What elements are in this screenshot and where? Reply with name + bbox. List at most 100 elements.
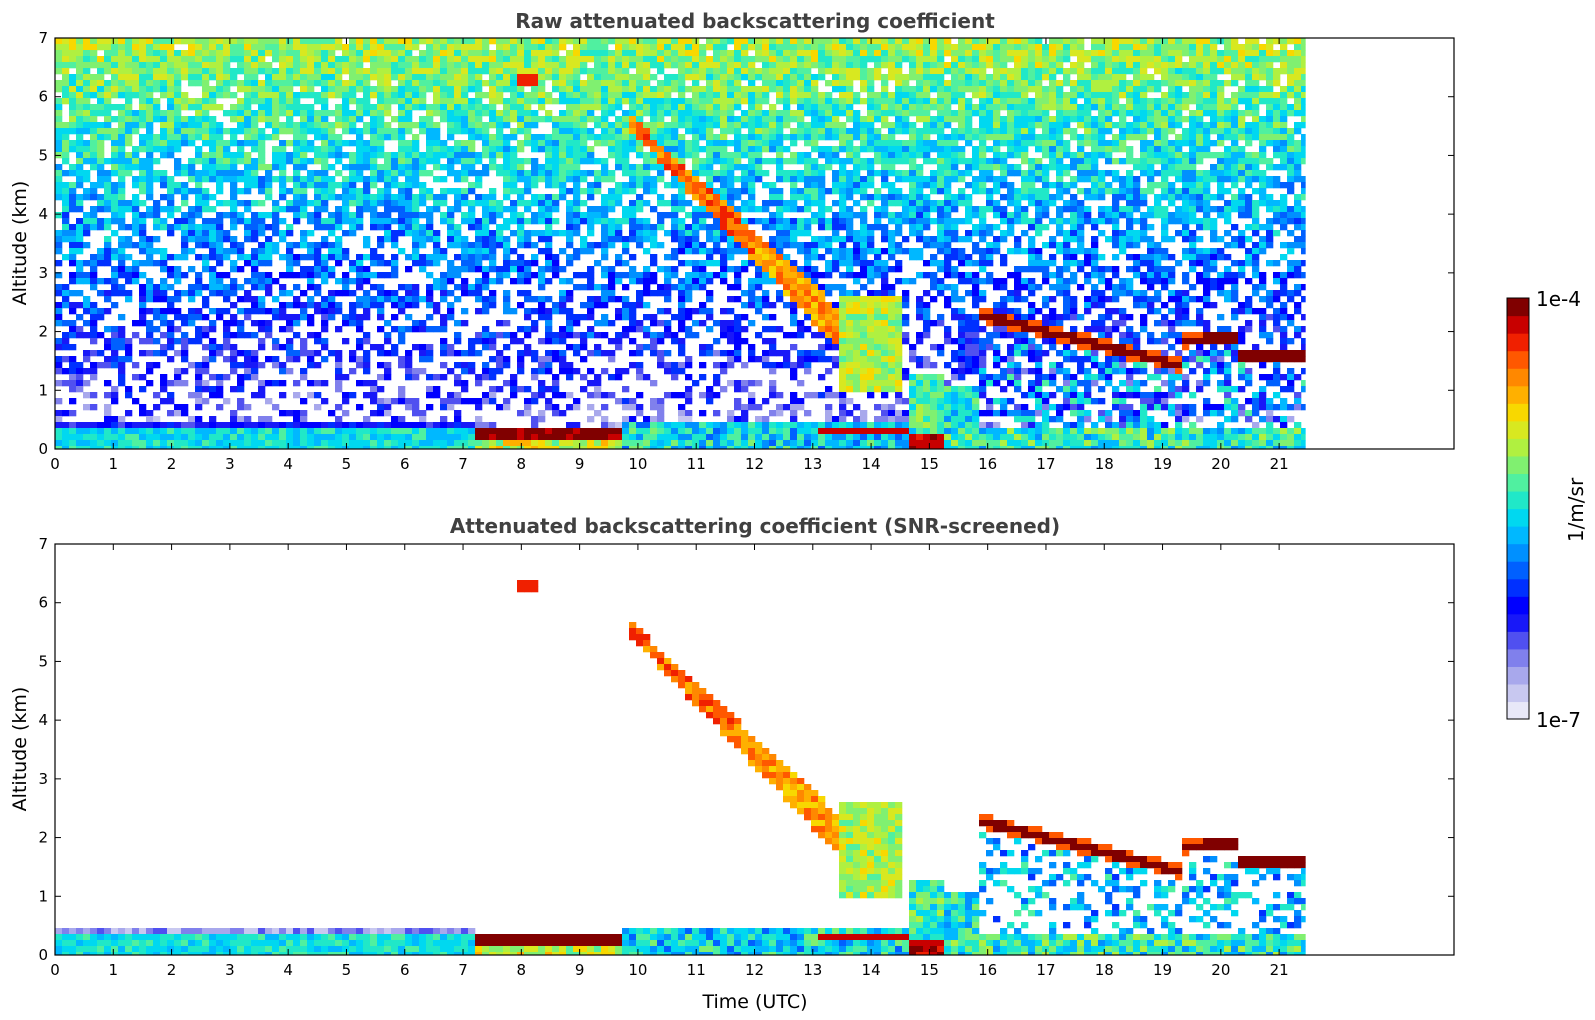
- heatmap-cell: [391, 62, 399, 69]
- heatmap-cell: [181, 440, 189, 447]
- heatmap-cell: [76, 314, 84, 321]
- heatmap-cell: [426, 392, 434, 399]
- heatmap-cell: [657, 398, 665, 405]
- heatmap-cell: [293, 440, 301, 447]
- heatmap-cell: [398, 392, 406, 399]
- heatmap-cell: [90, 338, 98, 345]
- heatmap-cell: [349, 440, 357, 447]
- heatmap-cell: [671, 38, 679, 45]
- heatmap-cell: [244, 260, 252, 267]
- heatmap-cell: [734, 152, 742, 159]
- heatmap-cell: [342, 104, 350, 111]
- heatmap-cell: [573, 38, 581, 45]
- heatmap-cell: [384, 224, 392, 231]
- heatmap-cell: [664, 254, 672, 261]
- heatmap-cell: [181, 338, 189, 345]
- heatmap-cell: [90, 404, 98, 411]
- heatmap-cell: [195, 278, 203, 285]
- heatmap-cell: [279, 314, 287, 321]
- heatmap-cell: [713, 140, 721, 147]
- heatmap-cell: [657, 350, 665, 357]
- heatmap-cell: [286, 368, 294, 375]
- heatmap-cell: [377, 194, 385, 201]
- heatmap-cell: [174, 110, 182, 117]
- heatmap-cell: [118, 368, 126, 375]
- heatmap-cell: [62, 50, 70, 57]
- heatmap-cell: [286, 68, 294, 75]
- heatmap-cell: [475, 446, 483, 449]
- heatmap-cell: [720, 386, 728, 393]
- heatmap-cell: [209, 176, 217, 183]
- heatmap-cell: [566, 428, 574, 435]
- heatmap-cell: [391, 164, 399, 171]
- heatmap-cell: [566, 206, 574, 213]
- heatmap-cell: [503, 218, 511, 225]
- heatmap-cell: [713, 428, 721, 435]
- heatmap-cell: [468, 116, 476, 123]
- heatmap-cell: [55, 50, 63, 57]
- heatmap-cell: [461, 188, 469, 195]
- heatmap-cell: [188, 50, 196, 57]
- heatmap-cell: [580, 434, 588, 441]
- heatmap-cell: [293, 92, 301, 99]
- heatmap-cell: [748, 248, 756, 255]
- heatmap-cell: [720, 110, 728, 117]
- heatmap-cell: [76, 68, 84, 75]
- heatmap-cell: [762, 158, 770, 165]
- heatmap-cell: [328, 434, 336, 441]
- heatmap-cell: [342, 284, 350, 291]
- heatmap-cell: [83, 44, 91, 51]
- heatmap-cell: [293, 98, 301, 105]
- heatmap-cell: [111, 104, 119, 111]
- heatmap-cell: [664, 434, 672, 441]
- heatmap-cell: [559, 230, 567, 237]
- heatmap-cell: [692, 380, 700, 387]
- heatmap-cell: [97, 56, 105, 63]
- heatmap-cell: [230, 182, 238, 189]
- heatmap-cell: [643, 38, 651, 45]
- heatmap-cell: [188, 218, 196, 225]
- heatmap-cell: [685, 224, 693, 231]
- heatmap-cell: [762, 134, 770, 141]
- heatmap-cell: [447, 110, 455, 117]
- heatmap-cell: [69, 170, 77, 177]
- heatmap-cell: [342, 374, 350, 381]
- heatmap-cell: [90, 146, 98, 153]
- heatmap-cell: [153, 56, 161, 63]
- heatmap-cell: [209, 428, 217, 435]
- heatmap-cell: [720, 446, 728, 449]
- heatmap-cell: [685, 332, 693, 339]
- heatmap-cell: [342, 92, 350, 99]
- heatmap-cell: [125, 134, 133, 141]
- heatmap-cell: [650, 152, 658, 159]
- heatmap-cell: [244, 356, 252, 363]
- heatmap-cell: [650, 38, 658, 45]
- heatmap-cell: [573, 182, 581, 189]
- heatmap-cell: [55, 308, 63, 315]
- heatmap-cell: [209, 374, 217, 381]
- heatmap-cell: [468, 428, 476, 435]
- heatmap-cell: [468, 104, 476, 111]
- heatmap-cell: [475, 266, 483, 273]
- heatmap-cell: [636, 194, 644, 201]
- heatmap-cell: [286, 242, 294, 249]
- heatmap-cell: [608, 242, 616, 249]
- heatmap-cell: [363, 296, 371, 303]
- heatmap-cell: [433, 44, 441, 51]
- heatmap-cell: [90, 350, 98, 357]
- heatmap-cell: [454, 236, 462, 243]
- heatmap-cell: [293, 122, 301, 129]
- heatmap-cell: [153, 80, 161, 87]
- heatmap-cell: [496, 44, 504, 51]
- heatmap-cell: [405, 128, 413, 135]
- heatmap-cell: [405, 422, 413, 429]
- heatmap-cell: [265, 38, 273, 45]
- heatmap-cell: [594, 344, 602, 351]
- heatmap-cell: [496, 140, 504, 147]
- heatmap-cell: [713, 212, 721, 219]
- heatmap-cell: [265, 68, 273, 75]
- heatmap-cell: [559, 440, 567, 447]
- heatmap-cell: [643, 80, 651, 87]
- heatmap-cell: [132, 146, 140, 153]
- heatmap-cell: [244, 56, 252, 63]
